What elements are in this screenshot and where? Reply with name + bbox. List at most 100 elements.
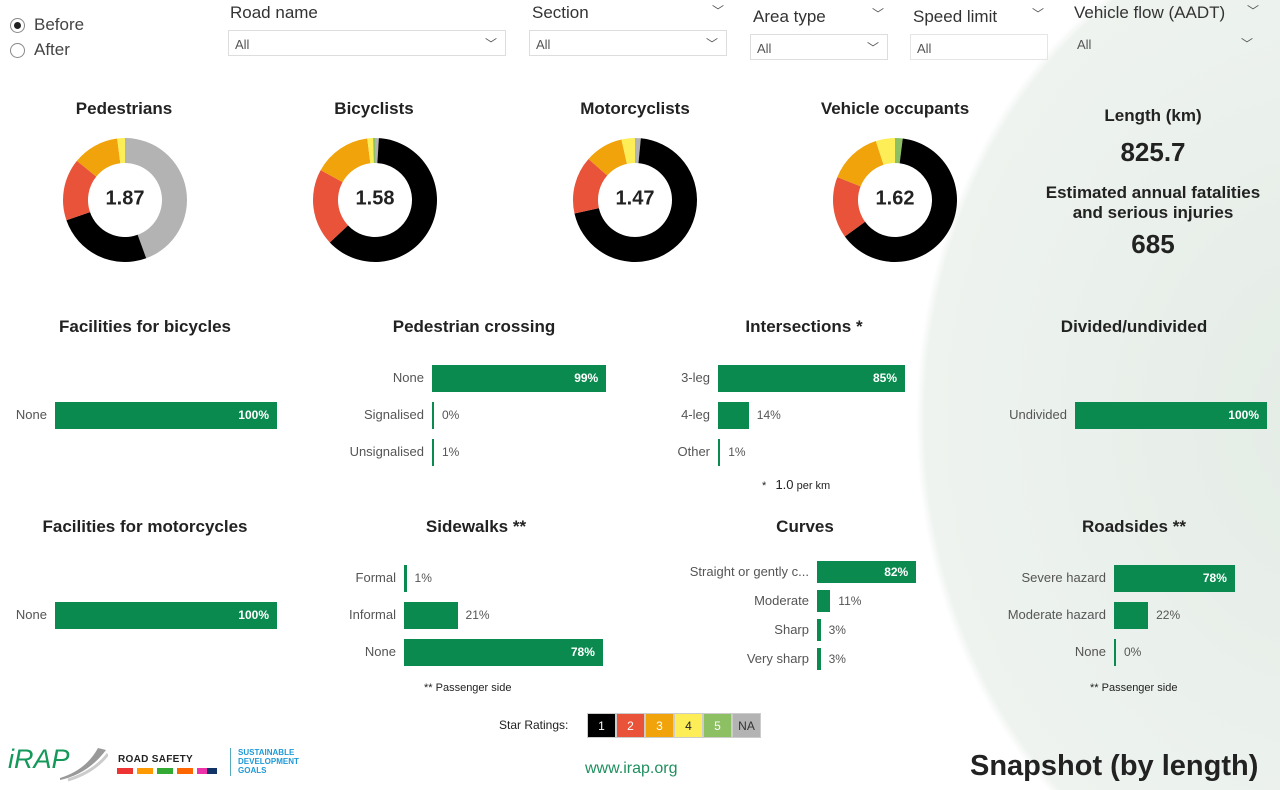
bar-value-label: 78%: [1202, 571, 1227, 585]
donut-slice-na[interactable]: [635, 138, 641, 164]
radio-before[interactable]: Before: [10, 15, 84, 35]
selected-value: All: [757, 41, 772, 56]
donut-score: 1.87: [105, 187, 145, 210]
filter-vehicle-flow-label: Vehicle flow (AADT): [1074, 3, 1226, 22]
bar-category-label: Moderate hazard: [1007, 607, 1106, 622]
page-title: Snapshot (by length): [970, 750, 1259, 782]
donut-title-motorcyclists: Motorcyclists: [580, 99, 690, 118]
filter-speed-limit-dropdown[interactable]: All: [910, 34, 1048, 60]
filter-vehicle-flow-dropdown[interactable]: All ﹀: [1070, 30, 1262, 56]
bar-category-label: None: [1074, 644, 1106, 659]
bar-category-label: Other: [677, 444, 710, 459]
bar[interactable]: [817, 561, 917, 583]
bar-value-label: 1%: [728, 445, 746, 459]
bar[interactable]: [404, 638, 603, 666]
donut-slice-star4[interactable]: [117, 138, 125, 164]
selected-value: All: [536, 37, 551, 52]
bar[interactable]: [817, 590, 831, 612]
donut-slice-star3[interactable]: [76, 138, 121, 177]
bar-value-label: 100%: [238, 408, 269, 422]
donut-slice-star5[interactable]: [373, 138, 375, 164]
selected-value: All: [235, 37, 250, 52]
radio-label: Before: [34, 15, 85, 34]
roadsides-footnote: ** Passenger side: [1090, 682, 1178, 694]
bar-value-label: 21%: [465, 608, 490, 622]
bar[interactable]: [404, 564, 407, 592]
bar[interactable]: [432, 364, 607, 392]
chevron-down-icon[interactable]: ﹀: [712, 4, 725, 18]
filter-section-dropdown[interactable]: All ﹀: [529, 30, 727, 56]
bar[interactable]: [1075, 401, 1267, 429]
donut-slice-na[interactable]: [375, 138, 379, 164]
bar-category-label: Undivided: [1009, 407, 1067, 422]
donut-title-vehicle-occupants: Vehicle occupants: [820, 99, 970, 118]
donut-title-pedestrians: Pedestrians: [75, 99, 173, 118]
chevron-down-icon: ﹀: [705, 37, 718, 51]
legend-star-4: 4: [674, 713, 703, 738]
filter-road-name-dropdown[interactable]: All ﹀: [228, 30, 506, 56]
bar[interactable]: [817, 648, 821, 670]
bar[interactable]: [718, 364, 905, 392]
bar[interactable]: [432, 401, 434, 429]
bar-category-label: Formal: [355, 570, 396, 585]
legend-star-3: 3: [645, 713, 674, 738]
donut-score: 1.47: [615, 187, 655, 210]
bar-value-label: 85%: [872, 371, 897, 385]
donut-slice-star5[interactable]: [895, 138, 903, 164]
donut-title-bicyclists: Bicyclists: [334, 99, 414, 118]
chevron-down-icon[interactable]: ﹀: [1032, 7, 1045, 21]
donut-slice-star4[interactable]: [621, 138, 635, 164]
donut-slice-star1[interactable]: [844, 138, 957, 262]
donut-slice-star4[interactable]: [875, 138, 895, 165]
bar-category-label: Very sharp: [746, 651, 809, 666]
bar[interactable]: [55, 401, 277, 429]
bar-value-label: 22%: [1156, 608, 1181, 622]
donut-chart-pedestrians[interactable]: [60, 135, 190, 265]
selected-value: All: [1077, 37, 1092, 52]
fsi-label: Estimated annual fatalities and serious …: [1045, 183, 1261, 222]
donut-score: 1.62: [875, 187, 915, 210]
radio-after[interactable]: After: [10, 40, 70, 60]
legend-na: NA: [732, 713, 761, 738]
donut-slice-star2[interactable]: [833, 177, 866, 237]
legend-star-2: 2: [616, 713, 645, 738]
radio-label: After: [34, 40, 70, 59]
donut-chart-vehicle-occupants[interactable]: [830, 135, 960, 265]
filter-area-type-dropdown[interactable]: All ﹀: [750, 34, 888, 60]
donut-chart-bicyclists[interactable]: [310, 135, 440, 265]
donut-slice-star1[interactable]: [574, 138, 697, 262]
bar[interactable]: [1114, 601, 1149, 629]
selected-value: All: [917, 41, 932, 56]
irap-website-link[interactable]: www.irap.org: [585, 760, 678, 777]
filter-speed-limit-label: Speed limit: [913, 7, 998, 26]
bar[interactable]: [1114, 564, 1235, 592]
donut-slice-star4[interactable]: [367, 138, 374, 164]
donut-slice-star3[interactable]: [588, 139, 627, 176]
donut-slice-star3[interactable]: [837, 141, 884, 187]
radio-indicator[interactable]: [10, 17, 25, 33]
bar[interactable]: [432, 438, 434, 466]
bar[interactable]: [404, 601, 458, 629]
chevron-down-icon[interactable]: ﹀: [1247, 4, 1260, 18]
donut-slice-na[interactable]: [125, 138, 187, 259]
radio-indicator[interactable]: [10, 42, 25, 58]
bar[interactable]: [718, 438, 721, 466]
donut-slice-star1[interactable]: [66, 212, 147, 262]
donut-slice-star3[interactable]: [320, 138, 371, 183]
chevron-down-icon[interactable]: ﹀: [872, 7, 885, 21]
donut-chart-motorcyclists[interactable]: [570, 135, 700, 265]
bar[interactable]: [1114, 638, 1116, 666]
bar[interactable]: [718, 401, 749, 429]
donut-slice-star1[interactable]: [329, 138, 437, 262]
bar-category-label: None: [15, 407, 47, 422]
bar-value-label: 82%: [884, 565, 909, 579]
bar[interactable]: [817, 619, 821, 641]
donut-slice-star2[interactable]: [573, 158, 608, 214]
star-ratings-label: Star Ratings:: [499, 718, 569, 732]
donut-slice-star2[interactable]: [313, 170, 349, 243]
bar-value-label: 14%: [756, 408, 781, 422]
bar[interactable]: [55, 601, 277, 629]
chart-title-facilities-bicycles: Facilities for bicycles: [59, 317, 231, 336]
bar-category-label: 4-leg: [681, 407, 710, 422]
donut-slice-star2[interactable]: [63, 160, 97, 221]
